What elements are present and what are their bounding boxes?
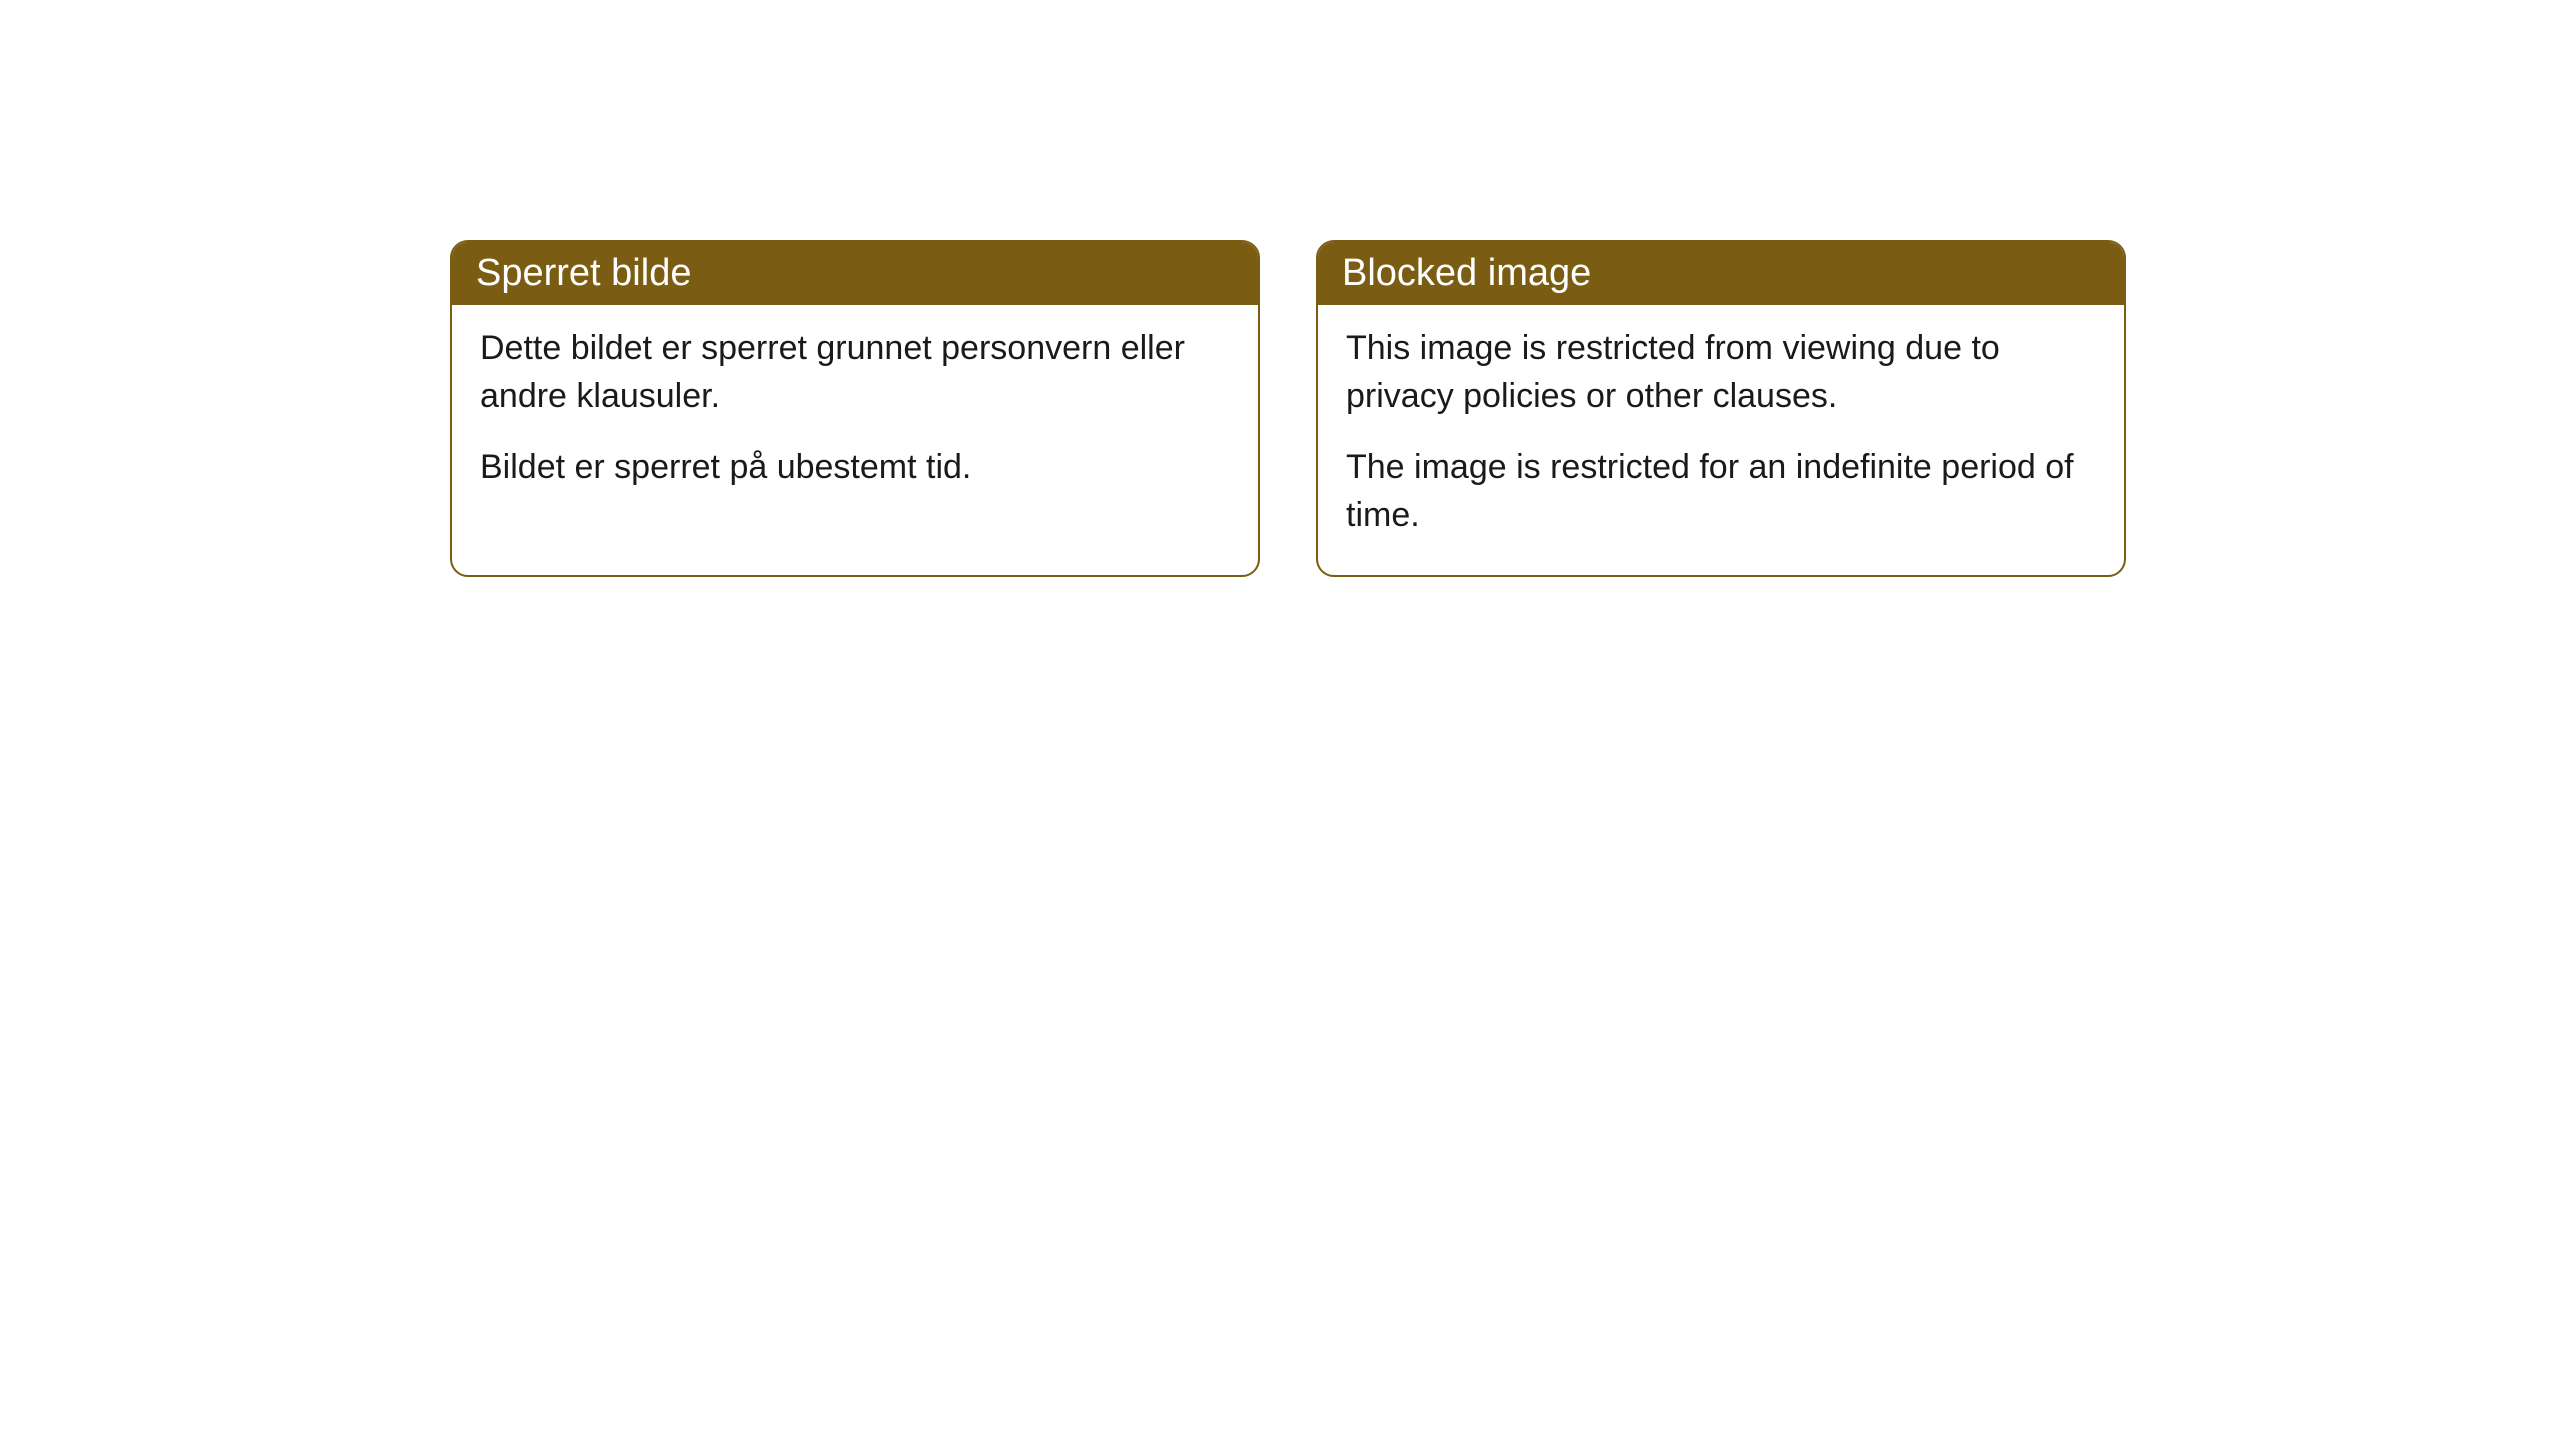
card-body-en: This image is restricted from viewing du… [1318, 305, 2124, 575]
card-text-no-2: Bildet er sperret på ubestemt tid. [480, 444, 1230, 492]
notice-cards-container: Sperret bilde Dette bildet er sperret gr… [450, 240, 2126, 577]
card-header-no: Sperret bilde [452, 242, 1258, 305]
blocked-image-card-no: Sperret bilde Dette bildet er sperret gr… [450, 240, 1260, 577]
card-header-en: Blocked image [1318, 242, 2124, 305]
blocked-image-card-en: Blocked image This image is restricted f… [1316, 240, 2126, 577]
card-body-no: Dette bildet er sperret grunnet personve… [452, 305, 1258, 528]
card-text-en-2: The image is restricted for an indefinit… [1346, 444, 2096, 539]
card-text-en-1: This image is restricted from viewing du… [1346, 325, 2096, 420]
card-text-no-1: Dette bildet er sperret grunnet personve… [480, 325, 1230, 420]
